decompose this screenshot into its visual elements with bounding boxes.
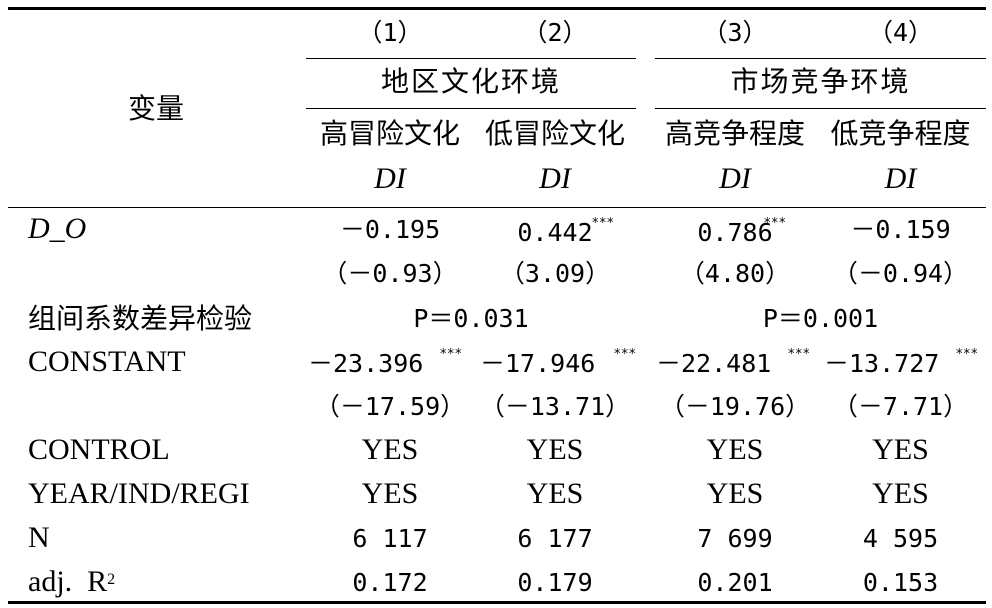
- do-coef-2: 0.442: [517, 218, 593, 247]
- n-2: 6 177: [517, 524, 593, 553]
- subgroup-right-rule: [655, 108, 986, 109]
- diff-p-left: P＝0.031: [413, 304, 529, 333]
- r2-superscript: 2: [107, 571, 116, 588]
- row-label-control: CONTROL: [28, 433, 170, 466]
- do-t-3: （4.80）: [679, 259, 791, 288]
- r2-3: 0.201: [697, 568, 773, 597]
- subgroup-low-risk: 低冒险文化: [484, 117, 625, 150]
- const-t-2: （－13.71）: [479, 392, 631, 421]
- col-number-4: （4）: [867, 18, 934, 47]
- row-label-n: N: [28, 521, 50, 554]
- control-1: YES: [361, 433, 419, 466]
- r2-1: 0.172: [352, 568, 428, 597]
- col-number-1: （1）: [357, 18, 423, 47]
- const-t-4: （－7.71）: [832, 392, 969, 421]
- row-label-diff-test: 组间系数差异检验: [28, 302, 253, 335]
- control-4: YES: [872, 433, 929, 466]
- r2-4: 0.153: [862, 568, 939, 597]
- do-coef-1: －0.195: [339, 215, 441, 244]
- do-stars-3: ***: [764, 216, 787, 231]
- do-t-4: （－0.94）: [832, 259, 969, 288]
- dep-var-4: DI: [884, 162, 917, 195]
- fe-2: YES: [526, 477, 584, 510]
- top-rule: [8, 7, 986, 10]
- const-stars-3: ***: [788, 347, 811, 362]
- col-number-3: （3）: [702, 18, 768, 47]
- r2-2: 0.179: [517, 568, 593, 597]
- do-coef-3: 0.786: [697, 218, 773, 247]
- n-4: 4 595: [862, 524, 939, 553]
- const-stars-4: ***: [956, 347, 979, 362]
- group-left-rule: [306, 58, 636, 59]
- const-stars-1: ***: [440, 347, 463, 362]
- group-header-market-competition: 市场竞争环境: [730, 65, 911, 98]
- do-t-1: （－0.93）: [322, 259, 458, 288]
- const-t-3: （－19.76）: [659, 392, 811, 421]
- header-bottom-rule: [8, 207, 986, 208]
- fe-4: YES: [872, 477, 929, 510]
- const-coef-2: －17.946: [480, 349, 596, 378]
- do-t-2: （3.09）: [499, 259, 611, 288]
- do-stars-2: ***: [592, 216, 615, 231]
- n-3: 7 699: [697, 524, 773, 553]
- control-3: YES: [706, 433, 764, 466]
- bottom-rule: [8, 601, 986, 604]
- dep-var-3: DI: [719, 162, 751, 195]
- fe-3: YES: [706, 477, 764, 510]
- n-1: 6 117: [352, 524, 428, 553]
- fe-1: YES: [361, 477, 419, 510]
- subgroup-left-rule: [306, 108, 636, 109]
- const-coef-4: －13.727: [824, 349, 940, 378]
- const-stars-2: ***: [614, 347, 637, 362]
- dep-var-2: DI: [539, 162, 571, 195]
- row-label-fixed-effects: YEAR/IND/REGI: [28, 477, 250, 510]
- const-t-1: （－17.59）: [314, 392, 466, 421]
- col-number-2: （2）: [522, 18, 588, 47]
- const-coef-1: －23.396: [308, 349, 424, 378]
- const-coef-3: －22.481: [656, 349, 772, 378]
- row-label-do: D_O: [28, 212, 87, 245]
- control-2: YES: [526, 433, 584, 466]
- row-label-adj-r2: adj. R2: [28, 565, 115, 599]
- dep-var-1: DI: [374, 162, 406, 195]
- subgroup-low-competition: 低竞争程度: [830, 117, 971, 150]
- subgroup-high-competition: 高竞争程度: [664, 117, 805, 150]
- subgroup-high-risk: 高冒险文化: [319, 117, 460, 150]
- do-coef-4: －0.159: [850, 215, 951, 244]
- group-header-region-culture: 地区文化环境: [380, 65, 561, 98]
- variable-header: 变量: [127, 92, 184, 125]
- row-label-constant: CONSTANT: [28, 345, 186, 378]
- adj-r2-text: adj. R: [28, 565, 108, 598]
- diff-p-right: P＝0.001: [762, 304, 879, 333]
- group-right-rule: [655, 58, 986, 59]
